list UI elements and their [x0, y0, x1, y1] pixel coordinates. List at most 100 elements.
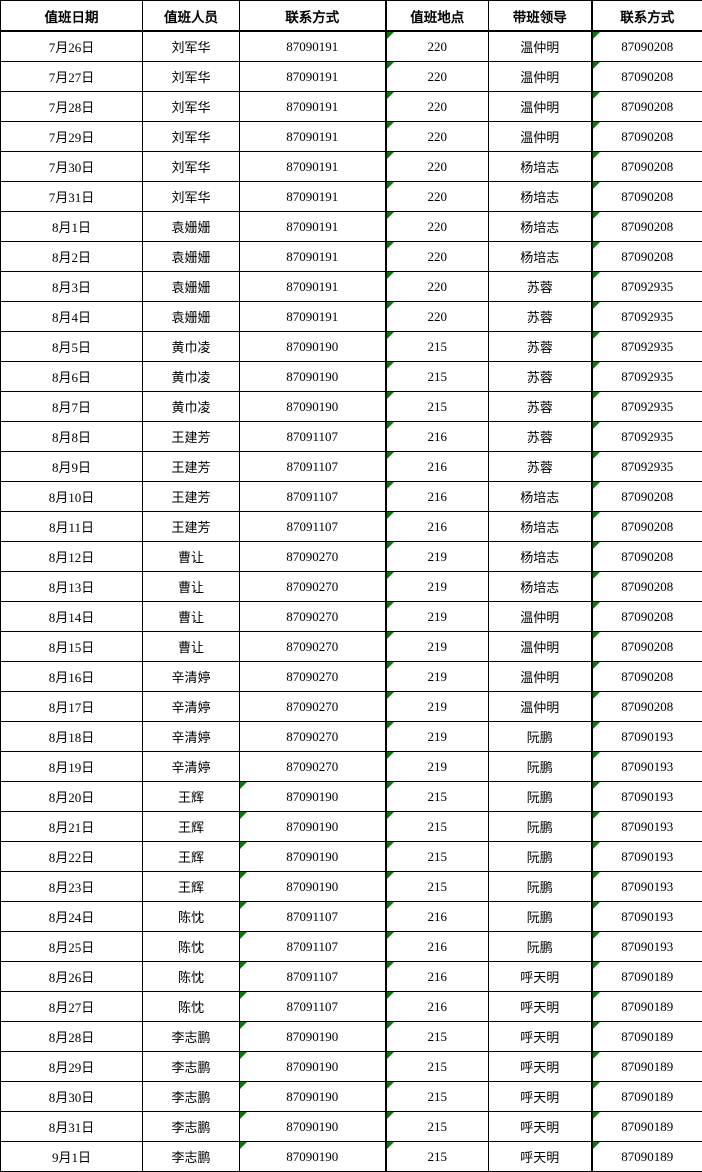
cell-duty-date[interactable]: 8月31日 [1, 1112, 143, 1142]
cell-duty-leader[interactable]: 温仲明 [489, 31, 592, 62]
cell-leader-phone[interactable]: 87090193 [592, 752, 702, 782]
cell-person-phone[interactable]: 87090190 [240, 1082, 386, 1112]
cell-duty-location[interactable]: 220 [386, 272, 489, 302]
cell-duty-location[interactable]: 215 [386, 362, 489, 392]
cell-duty-date[interactable]: 8月15日 [1, 632, 143, 662]
cell-duty-person[interactable]: 陈忱 [143, 962, 240, 992]
cell-duty-location[interactable]: 216 [386, 992, 489, 1022]
cell-person-phone[interactable]: 87090270 [240, 542, 386, 572]
cell-duty-person[interactable]: 刘军华 [143, 62, 240, 92]
cell-duty-location[interactable]: 219 [386, 662, 489, 692]
cell-duty-leader[interactable]: 呼天明 [489, 1112, 592, 1142]
cell-leader-phone[interactable]: 87090189 [592, 1112, 702, 1142]
cell-duty-person[interactable]: 陈忱 [143, 992, 240, 1022]
cell-person-phone[interactable]: 87090270 [240, 572, 386, 602]
cell-leader-phone[interactable]: 87090208 [592, 242, 702, 272]
cell-person-phone[interactable]: 87091107 [240, 932, 386, 962]
cell-duty-leader[interactable]: 杨培志 [489, 572, 592, 602]
cell-duty-date[interactable]: 8月27日 [1, 992, 143, 1022]
cell-duty-person[interactable]: 李志鹏 [143, 1052, 240, 1082]
cell-person-phone[interactable]: 87090270 [240, 722, 386, 752]
cell-duty-location[interactable]: 216 [386, 932, 489, 962]
cell-person-phone[interactable]: 87091107 [240, 962, 386, 992]
cell-person-phone[interactable]: 87090190 [240, 1142, 386, 1172]
cell-duty-date[interactable]: 8月10日 [1, 482, 143, 512]
cell-person-phone[interactable]: 87090190 [240, 332, 386, 362]
cell-duty-leader[interactable]: 苏蓉 [489, 392, 592, 422]
cell-duty-leader[interactable]: 阮鹏 [489, 752, 592, 782]
cell-leader-phone[interactable]: 87090208 [592, 482, 702, 512]
cell-duty-person[interactable]: 辛清婷 [143, 752, 240, 782]
cell-duty-leader[interactable]: 杨培志 [489, 242, 592, 272]
cell-person-phone[interactable]: 87090190 [240, 782, 386, 812]
cell-duty-leader[interactable]: 呼天明 [489, 1022, 592, 1052]
cell-duty-leader[interactable]: 杨培志 [489, 482, 592, 512]
cell-duty-location[interactable]: 220 [386, 122, 489, 152]
cell-duty-leader[interactable]: 苏蓉 [489, 362, 592, 392]
cell-duty-date[interactable]: 8月12日 [1, 542, 143, 572]
cell-leader-phone[interactable]: 87090208 [592, 152, 702, 182]
cell-duty-leader[interactable]: 苏蓉 [489, 272, 592, 302]
cell-duty-location[interactable]: 215 [386, 1082, 489, 1112]
cell-duty-person[interactable]: 袁姗姗 [143, 302, 240, 332]
cell-person-phone[interactable]: 87090270 [240, 692, 386, 722]
cell-person-phone[interactable]: 87090191 [240, 182, 386, 212]
cell-duty-date[interactable]: 8月8日 [1, 422, 143, 452]
cell-leader-phone[interactable]: 87092935 [592, 272, 702, 302]
cell-person-phone[interactable]: 87090191 [240, 302, 386, 332]
cell-leader-phone[interactable]: 87090208 [592, 662, 702, 692]
cell-person-phone[interactable]: 87090190 [240, 392, 386, 422]
cell-duty-leader[interactable]: 苏蓉 [489, 452, 592, 482]
cell-duty-location[interactable]: 220 [386, 152, 489, 182]
cell-person-phone[interactable]: 87090191 [240, 272, 386, 302]
cell-leader-phone[interactable]: 87090208 [592, 31, 702, 62]
cell-leader-phone[interactable]: 87092935 [592, 422, 702, 452]
cell-person-phone[interactable]: 87091107 [240, 452, 386, 482]
cell-duty-date[interactable]: 8月16日 [1, 662, 143, 692]
cell-duty-location[interactable]: 216 [386, 452, 489, 482]
cell-duty-person[interactable]: 刘军华 [143, 122, 240, 152]
cell-duty-person[interactable]: 刘军华 [143, 182, 240, 212]
cell-duty-person[interactable]: 辛清婷 [143, 722, 240, 752]
cell-duty-date[interactable]: 8月3日 [1, 272, 143, 302]
cell-leader-phone[interactable]: 87090193 [592, 782, 702, 812]
cell-duty-location[interactable]: 220 [386, 242, 489, 272]
cell-leader-phone[interactable]: 87090208 [592, 212, 702, 242]
cell-duty-location[interactable]: 215 [386, 782, 489, 812]
cell-person-phone[interactable]: 87090190 [240, 842, 386, 872]
cell-duty-leader[interactable]: 温仲明 [489, 632, 592, 662]
cell-leader-phone[interactable]: 87092935 [592, 332, 702, 362]
cell-person-phone[interactable]: 87090190 [240, 1052, 386, 1082]
cell-duty-location[interactable]: 216 [386, 512, 489, 542]
cell-duty-date[interactable]: 8月5日 [1, 332, 143, 362]
cell-duty-leader[interactable]: 温仲明 [489, 92, 592, 122]
cell-duty-person[interactable]: 王建芳 [143, 452, 240, 482]
cell-leader-phone[interactable]: 87090208 [592, 632, 702, 662]
cell-duty-location[interactable]: 215 [386, 872, 489, 902]
cell-duty-person[interactable]: 王辉 [143, 842, 240, 872]
cell-duty-date[interactable]: 8月21日 [1, 812, 143, 842]
cell-leader-phone[interactable]: 87090189 [592, 1052, 702, 1082]
cell-duty-location[interactable]: 216 [386, 482, 489, 512]
cell-duty-date[interactable]: 8月18日 [1, 722, 143, 752]
cell-person-phone[interactable]: 87091107 [240, 422, 386, 452]
cell-person-phone[interactable]: 87090191 [240, 212, 386, 242]
cell-person-phone[interactable]: 87090190 [240, 362, 386, 392]
cell-duty-date[interactable]: 8月11日 [1, 512, 143, 542]
cell-leader-phone[interactable]: 87090189 [592, 992, 702, 1022]
cell-duty-location[interactable]: 219 [386, 602, 489, 632]
cell-duty-location[interactable]: 216 [386, 962, 489, 992]
cell-duty-leader[interactable]: 苏蓉 [489, 302, 592, 332]
cell-leader-phone[interactable]: 87090208 [592, 512, 702, 542]
cell-person-phone[interactable]: 87090190 [240, 1112, 386, 1142]
cell-duty-leader[interactable]: 苏蓉 [489, 422, 592, 452]
cell-duty-date[interactable]: 7月28日 [1, 92, 143, 122]
cell-person-phone[interactable]: 87090270 [240, 632, 386, 662]
cell-duty-person[interactable]: 袁姗姗 [143, 272, 240, 302]
cell-leader-phone[interactable]: 87090189 [592, 1082, 702, 1112]
cell-leader-phone[interactable]: 87090189 [592, 1022, 702, 1052]
cell-duty-date[interactable]: 8月19日 [1, 752, 143, 782]
cell-duty-person[interactable]: 刘军华 [143, 92, 240, 122]
cell-duty-location[interactable]: 215 [386, 332, 489, 362]
cell-duty-location[interactable]: 216 [386, 422, 489, 452]
